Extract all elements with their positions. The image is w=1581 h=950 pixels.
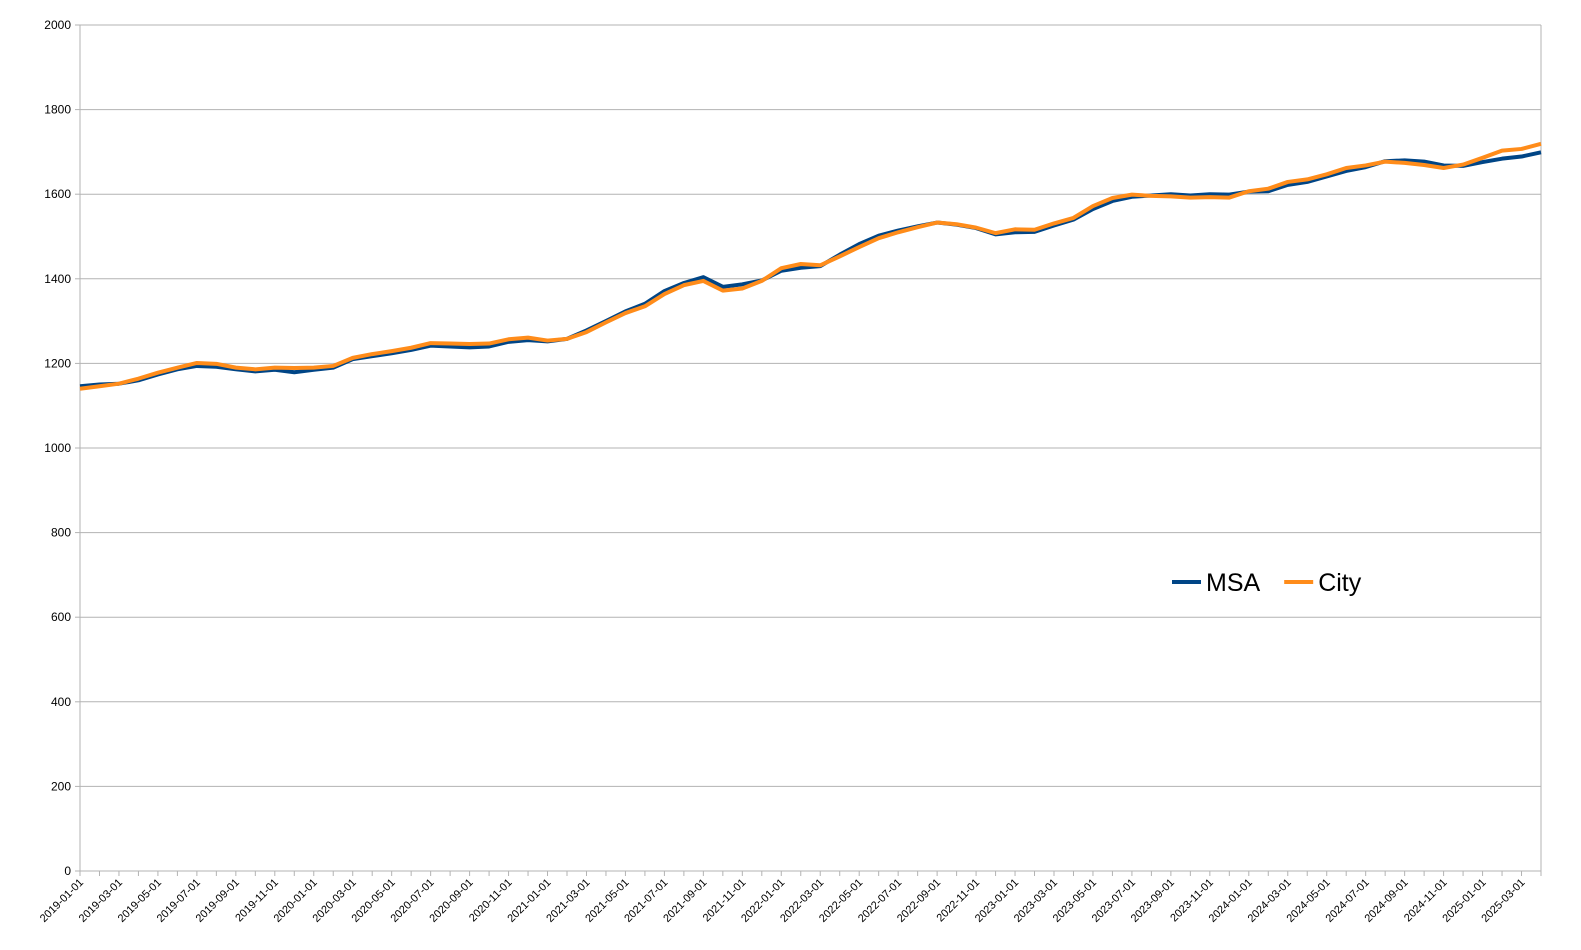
data-line [79,141,1542,391]
y-tick-label: 2000 [44,18,71,32]
y-tick-label: 400 [51,695,71,709]
data-line [79,150,1542,389]
y-tick-label: 1400 [44,272,71,286]
y-tick-label: 800 [51,526,71,540]
y-tick-label: 0 [64,864,71,878]
y-tick-label: 1200 [44,356,71,370]
y-tick-label: 200 [51,779,71,793]
y-tick-label: 600 [51,610,71,624]
y-tick-label: 1000 [44,441,71,455]
legend-label: MSA [1206,569,1261,597]
y-tick-label: 1800 [44,103,71,117]
legend-label: City [1318,569,1362,597]
y-tick-label: 1600 [44,187,71,201]
